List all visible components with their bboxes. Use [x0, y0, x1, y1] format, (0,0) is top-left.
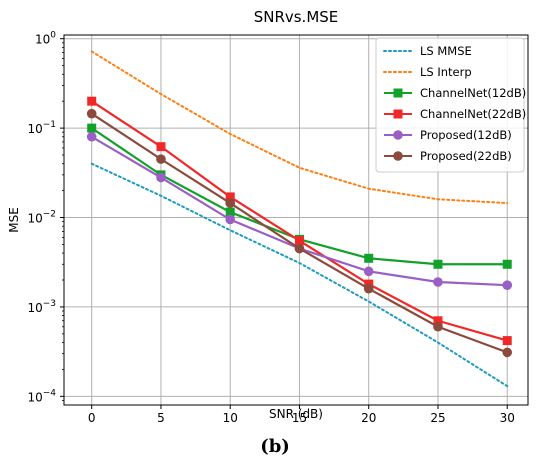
data-point: [156, 172, 166, 183]
legend-entry: LS Interp: [383, 65, 472, 79]
data-point: [433, 277, 443, 287]
figure-caption: (b): [0, 436, 550, 457]
data-point: [225, 207, 235, 217]
legend: LS MMSE LS Interp ChannelNet(12dB) ChannelN…: [375, 37, 526, 173]
caption-label: (b): [260, 436, 290, 457]
legend-marker: [393, 130, 403, 140]
legend-entry: LS MMSE: [383, 44, 472, 58]
data-point: [433, 259, 443, 269]
data-point: [502, 336, 512, 346]
data-point: [86, 131, 97, 142]
y-tick-label: 100: [35, 31, 56, 47]
y-tick-label: 10−3: [27, 299, 56, 315]
legend-entry: Proposed(12dB): [384, 128, 512, 142]
x-tick-label: 20: [361, 411, 376, 425]
x-tick-label: 10: [223, 411, 238, 425]
legend-marker: [393, 88, 403, 98]
y-axis-label: MSE: [7, 207, 21, 233]
series-ls-interp: [90, 50, 509, 205]
data-point: [364, 253, 374, 263]
x-tick-label: 5: [157, 411, 165, 425]
series-ls-mmse: [90, 162, 509, 388]
data-point: [225, 192, 235, 202]
data-point: [502, 347, 513, 358]
data-point: [363, 266, 374, 277]
chart-title: SNRvs.MSE: [254, 8, 339, 26]
x-axis-label: SNR (dB): [269, 407, 323, 421]
data-point: [225, 214, 236, 225]
legend-entry: Proposed(22dB): [384, 149, 512, 163]
legend-label: ChannelNet(22dB): [420, 107, 526, 121]
plot-frame: [63, 34, 529, 406]
x-tick-label: 15: [292, 411, 307, 425]
legend-entry: ChannelNet(12dB): [384, 86, 526, 100]
data-point: [225, 198, 236, 208]
data-point: [87, 123, 97, 133]
x-tick-label: 30: [500, 411, 515, 425]
x-tick-label: 25: [430, 411, 445, 425]
y-tick-label: 10−1: [27, 120, 56, 136]
y-tick-label: 10−4: [27, 388, 56, 404]
data-point: [502, 259, 512, 269]
series-line: [90, 162, 509, 388]
series-line: [90, 50, 509, 205]
series-layer: [86, 50, 513, 388]
data-point: [433, 321, 443, 332]
legend-marker: [393, 151, 403, 161]
data-point: [294, 236, 304, 246]
data-point: [156, 142, 166, 152]
legend-label: Proposed(22dB): [420, 149, 512, 163]
x-tick-label: 0: [88, 411, 96, 425]
legend-box: [375, 37, 525, 173]
legend-label: ChannelNet(12dB): [420, 86, 526, 100]
legend-label: LS Interp: [420, 65, 472, 79]
data-point: [502, 280, 513, 290]
legend-marker: [393, 109, 403, 119]
axis-ticks: 0 5 10 15 20 25 30 10−4 10−3 10−2 10−1 100: [27, 31, 514, 425]
data-point: [433, 316, 443, 326]
data-point: [86, 108, 97, 119]
data-point: [156, 154, 166, 164]
data-point: [294, 243, 305, 254]
series-proposed-22db: [86, 108, 513, 358]
legend-label: Proposed(12dB): [420, 128, 512, 142]
legend-label: LS MMSE: [420, 44, 472, 58]
legend-entry: ChannelNet(22dB): [384, 107, 526, 121]
data-point: [363, 283, 374, 294]
y-tick-label: 10−2: [27, 210, 56, 226]
data-point: [87, 96, 97, 106]
